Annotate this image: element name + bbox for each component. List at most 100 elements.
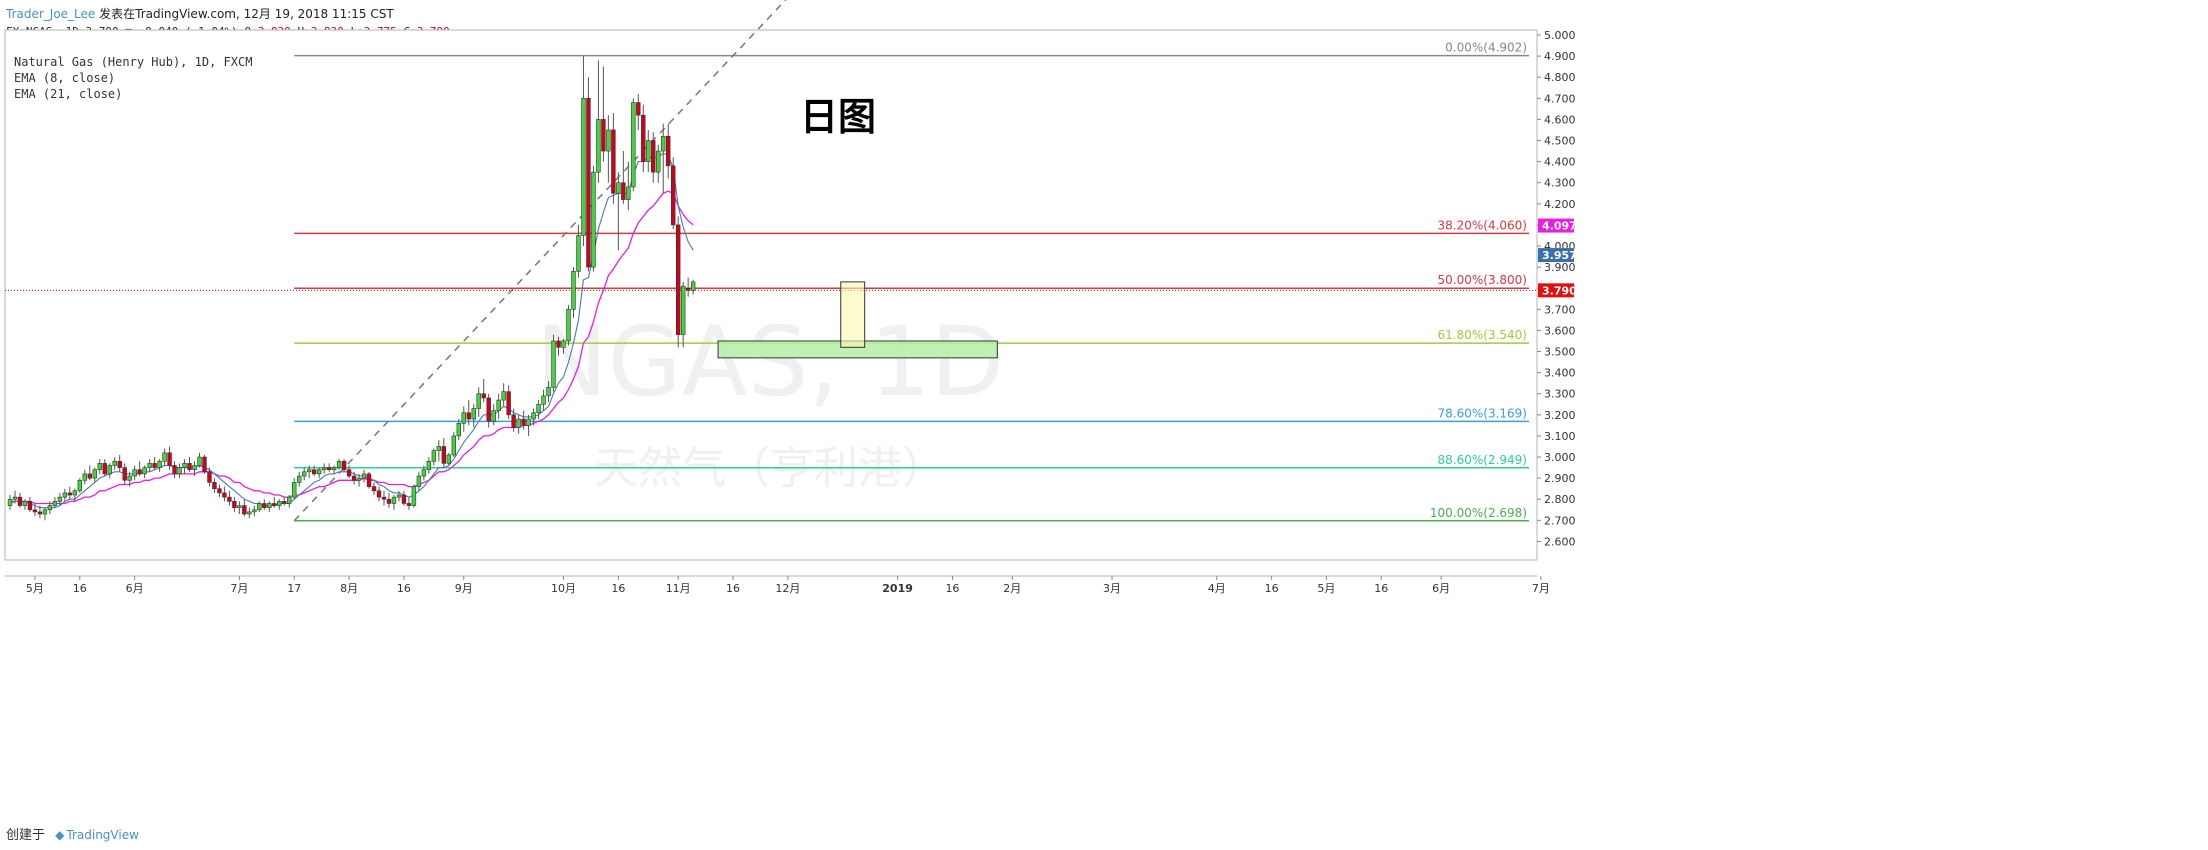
- candle: [172, 461, 177, 479]
- candle-body: [616, 182, 621, 194]
- candle: [661, 123, 666, 194]
- price-badge-label: 4.097: [1542, 220, 1577, 233]
- candle-body: [675, 224, 681, 335]
- candle-body: [152, 463, 157, 468]
- candle: [326, 463, 332, 472]
- tradingview-logo-icon[interactable]: ◆: [55, 828, 65, 842]
- time-tick-label: 16: [945, 582, 959, 595]
- candle: [202, 454, 207, 474]
- candle-body: [636, 102, 641, 116]
- candle: [690, 279, 696, 295]
- candle-body: [651, 140, 656, 173]
- candle-body: [426, 460, 432, 471]
- ema21-line: [10, 190, 694, 505]
- fib-label: 100.00%(2.698): [1430, 506, 1527, 520]
- time-tick-label: 5月: [1317, 582, 1335, 595]
- fib-label: 88.60%(2.949): [1438, 453, 1527, 467]
- price-tick-label: 3.900: [1544, 261, 1576, 274]
- candle-body: [242, 505, 247, 515]
- candle: [526, 414, 531, 436]
- candle: [282, 497, 287, 506]
- candle-body: [586, 98, 591, 268]
- candle: [257, 501, 262, 512]
- candle: [306, 465, 312, 479]
- candle: [491, 404, 496, 426]
- candle: [556, 336, 561, 356]
- candle: [626, 161, 631, 211]
- candle: [406, 497, 412, 510]
- candles: [7, 56, 696, 521]
- candle-body: [596, 119, 601, 173]
- candle-body: [262, 503, 267, 508]
- candle: [272, 497, 277, 508]
- candle: [222, 486, 227, 502]
- price-badge-label: 3.957: [1542, 249, 1577, 262]
- candle-body: [581, 98, 586, 236]
- tradingview-brand[interactable]: TradingView: [66, 828, 139, 842]
- candle: [177, 463, 182, 479]
- candle: [77, 478, 83, 493]
- candle-body: [197, 456, 202, 466]
- candle-body: [561, 340, 566, 348]
- candle-body: [222, 492, 227, 498]
- candle-body: [591, 171, 596, 268]
- price-tick-label: 4.700: [1544, 92, 1576, 105]
- candle: [122, 463, 127, 485]
- candle-body: [7, 498, 13, 506]
- published-info: 发表在TradingView.com, 12月 19, 2018 11:15 C…: [99, 7, 394, 21]
- candle: [446, 452, 452, 466]
- candle-body: [142, 467, 147, 475]
- price-tick-label: 3.400: [1544, 367, 1576, 380]
- candle: [92, 467, 97, 483]
- candle-body: [566, 309, 571, 342]
- candle-body: [122, 467, 127, 481]
- candle-body: [47, 505, 53, 511]
- candle: [321, 463, 327, 474]
- candle: [381, 490, 387, 506]
- candle: [576, 224, 581, 278]
- candle-body: [202, 456, 207, 473]
- candle: [287, 495, 292, 508]
- candle: [531, 408, 536, 426]
- candle-body: [27, 501, 33, 511]
- candle-body: [52, 501, 58, 506]
- candle-body: [356, 477, 362, 481]
- price-tick-label: 4.900: [1544, 50, 1576, 63]
- candle-body: [331, 467, 337, 471]
- candle-body: [62, 492, 68, 498]
- candle-body: [72, 490, 78, 496]
- candle-body: [321, 467, 327, 471]
- fib-label: 78.60%(3.169): [1438, 406, 1527, 420]
- candle-body: [341, 460, 347, 471]
- candle: [97, 459, 102, 474]
- candle-body: [511, 414, 516, 428]
- time-tick-label: 6月: [126, 582, 144, 595]
- candle-body: [326, 467, 332, 471]
- candle: [456, 419, 461, 441]
- candle-body: [376, 490, 382, 498]
- candle-body: [162, 452, 167, 462]
- candle-body: [82, 473, 87, 481]
- candle: [521, 410, 526, 430]
- candle-body: [17, 496, 23, 506]
- candle: [511, 408, 516, 432]
- candle-body: [257, 503, 262, 511]
- candle: [267, 501, 272, 512]
- candle-body: [42, 509, 48, 515]
- price-tick-label: 3.600: [1544, 324, 1576, 337]
- candle-body: [12, 496, 18, 500]
- candle-body: [102, 463, 107, 475]
- author-link[interactable]: Trader_Joe_Lee: [6, 7, 96, 21]
- candle-body: [541, 395, 546, 405]
- candle: [197, 452, 202, 468]
- candle: [501, 383, 506, 407]
- time-tick-label: 2月: [1003, 582, 1021, 595]
- price-axis: 5.000 4.900 4.800 4.700 4.600 4.500 4.400 4.300…: [1537, 29, 1577, 548]
- price-tick-label: 4.400: [1544, 156, 1576, 169]
- candle-body: [32, 509, 38, 513]
- candle-body: [441, 446, 447, 464]
- candle: [292, 478, 297, 500]
- time-tick-label: 2019: [882, 582, 913, 595]
- candle: [277, 499, 282, 510]
